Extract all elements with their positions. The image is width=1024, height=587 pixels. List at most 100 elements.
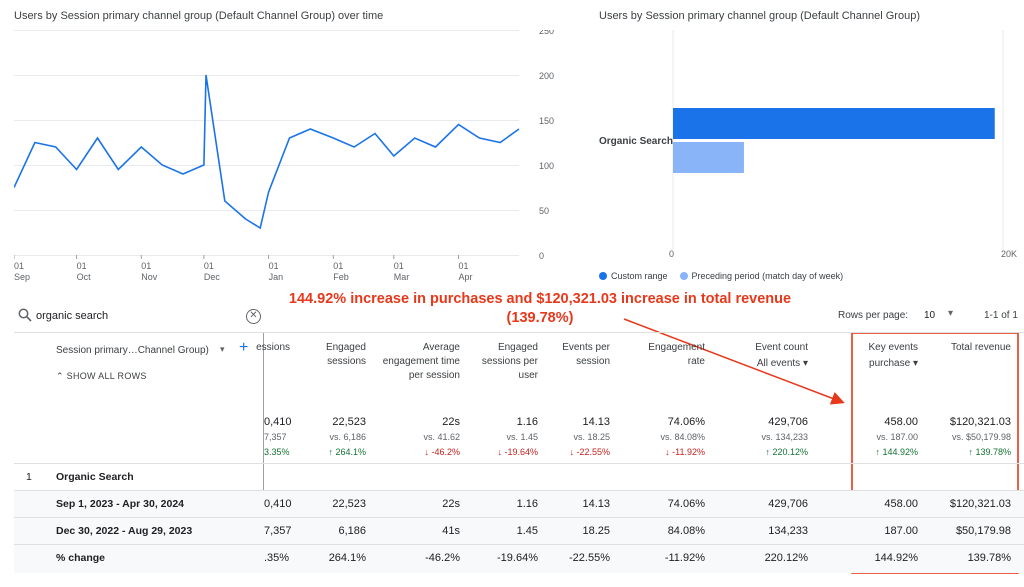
table-cell: 429,706 bbox=[768, 498, 808, 510]
bar-x-tick-1: 20K bbox=[1001, 249, 1018, 259]
x-tick-label: 01 bbox=[394, 261, 404, 271]
y-tick-label: 50 bbox=[539, 206, 549, 216]
total-value: 458.00 bbox=[884, 416, 918, 428]
bar-x-tick-0: 0 bbox=[669, 249, 675, 259]
bar-category-label: Organic Search bbox=[599, 136, 673, 147]
table-cell: 7,357 bbox=[264, 525, 292, 537]
table-cell: -11.92% bbox=[664, 552, 705, 564]
show-all-rows-label: SHOW ALL ROWS bbox=[66, 371, 147, 381]
column-header-engaged[interactable]: Engaged sessions bbox=[296, 341, 366, 369]
total-previous: vs. 41.62 bbox=[423, 432, 460, 442]
total-change: ↓ -22.55% bbox=[569, 447, 610, 457]
dimension-header[interactable]: Session primary…Channel Group) bbox=[56, 345, 209, 356]
total-change: ↑ 220.12% bbox=[765, 447, 808, 457]
total-value: $120,321.03 bbox=[949, 416, 1011, 428]
total-value: 14.13 bbox=[582, 416, 610, 428]
search-input[interactable] bbox=[36, 306, 236, 326]
total-change: ↓ -46.2% bbox=[424, 447, 460, 457]
x-tick-label: 01 bbox=[141, 261, 151, 271]
annotation-text: 144.92% increase in purchases and $120,3… bbox=[288, 291, 792, 326]
metric-selector[interactable]: purchase ▾ bbox=[838, 357, 918, 371]
table-cell: 22s bbox=[442, 498, 460, 510]
x-tick-label: 01 bbox=[204, 261, 214, 271]
column-header-event_count[interactable]: Event count All events ▾ bbox=[718, 341, 808, 371]
x-tick-label: 01 bbox=[269, 261, 279, 271]
table-cell: .35% bbox=[264, 552, 290, 564]
total-change: ↓ -19.64% bbox=[497, 447, 538, 457]
x-tick-label: Feb bbox=[333, 272, 349, 282]
row-label: % change bbox=[56, 552, 106, 564]
column-header-events_per[interactable]: Events per session bbox=[554, 341, 610, 369]
row-background bbox=[14, 491, 1024, 573]
add-dimension-button[interactable]: + bbox=[239, 339, 249, 356]
column-header-label: Events per session bbox=[562, 342, 610, 367]
table-cell: 6,186 bbox=[338, 525, 366, 537]
table-cell: 264.1% bbox=[328, 552, 366, 564]
column-header-avg_eng[interactable]: Average engagement time per session bbox=[374, 341, 460, 383]
total-previous: 7,357 bbox=[264, 432, 287, 442]
table-cell: 458.00 bbox=[884, 498, 918, 510]
x-tick-label: 01 bbox=[14, 261, 24, 271]
bar-chart bbox=[672, 30, 1004, 250]
table-cell: 1.45 bbox=[516, 525, 538, 537]
table-cell: 187.00 bbox=[884, 525, 918, 537]
divider bbox=[14, 544, 1024, 545]
total-previous: vs. 18.25 bbox=[573, 432, 610, 442]
table-cell: -19.64% bbox=[497, 552, 538, 564]
total-value: 0,410 bbox=[264, 416, 292, 428]
table-cell: 22,523 bbox=[332, 498, 366, 510]
show-all-rows-button[interactable]: ⌃ SHOW ALL ROWS bbox=[56, 371, 147, 382]
x-tick-label: Sep bbox=[14, 272, 30, 282]
dimension-dropdown-icon[interactable]: ▾ bbox=[220, 344, 225, 354]
column-header-eng_rate[interactable]: Engagement rate bbox=[629, 341, 705, 369]
column-header-eng_per_user[interactable]: Engaged sessions per user bbox=[478, 341, 538, 383]
legend-swatch-current bbox=[599, 272, 607, 280]
search-icon bbox=[18, 308, 32, 322]
total-previous: vs. 187.00 bbox=[876, 432, 918, 442]
column-header-sessions[interactable]: essions bbox=[230, 341, 290, 355]
total-change: ↓ -11.92% bbox=[665, 447, 705, 457]
table-cell: 18.25 bbox=[582, 525, 610, 537]
column-header-revenue[interactable]: Total revenue bbox=[931, 341, 1011, 355]
table-cell: 220.12% bbox=[764, 552, 808, 564]
table-cell: 0,410 bbox=[264, 498, 292, 510]
line-series-users bbox=[14, 74, 520, 230]
x-tick-label: 01 bbox=[333, 261, 343, 271]
rows-per-page-value[interactable]: 10 bbox=[924, 310, 936, 321]
line-chart-title: Users by Session primary channel group (… bbox=[14, 10, 384, 22]
total-value: 22,523 bbox=[332, 416, 366, 428]
total-change: 3.35% bbox=[264, 447, 290, 457]
x-tick-label: Jan bbox=[269, 272, 284, 282]
pagination-range: 1-1 of 1 bbox=[984, 310, 1018, 321]
bar-preceding-period[interactable] bbox=[673, 142, 744, 173]
metric-selector[interactable]: All events ▾ bbox=[718, 357, 808, 371]
column-header-label: Engaged sessions per user bbox=[481, 342, 538, 381]
table-cell: 74.06% bbox=[667, 498, 705, 510]
table-cell: $50,179.98 bbox=[955, 525, 1011, 537]
total-previous: vs. 6,186 bbox=[329, 432, 366, 442]
rows-per-page-label: Rows per page: bbox=[838, 310, 909, 321]
x-tick-label: 01 bbox=[458, 261, 468, 271]
total-value: 1.16 bbox=[516, 416, 538, 428]
chevron-down-icon: ▾ bbox=[910, 358, 918, 369]
total-previous: vs. 134,233 bbox=[761, 432, 808, 442]
bar-chart-title: Users by Session primary channel group (… bbox=[599, 10, 920, 22]
chevron-down-icon: ▾ bbox=[800, 358, 808, 369]
row-index: 1 bbox=[26, 471, 32, 483]
column-header-label: Key events bbox=[868, 342, 918, 353]
table-cell: 84.08% bbox=[667, 525, 705, 537]
x-tick-label: Dec bbox=[204, 272, 221, 282]
total-previous: vs. 1.45 bbox=[506, 432, 538, 442]
column-divider bbox=[263, 333, 264, 573]
expand-collapse-icon: ⌃ bbox=[56, 371, 64, 381]
total-change: ↑ 139.78% bbox=[968, 447, 1011, 457]
column-header-key_events[interactable]: Key events purchase ▾ bbox=[838, 341, 918, 371]
divider bbox=[14, 490, 1024, 491]
bar-current-period[interactable] bbox=[673, 108, 995, 139]
clear-search-icon[interactable]: ✕ bbox=[246, 309, 261, 324]
y-tick-label: 0 bbox=[539, 251, 544, 261]
rows-per-page-dropdown-icon[interactable]: ▾ bbox=[948, 308, 954, 319]
total-previous: vs. $50,179.98 bbox=[951, 432, 1011, 442]
y-tick-label: 250 bbox=[539, 30, 554, 36]
